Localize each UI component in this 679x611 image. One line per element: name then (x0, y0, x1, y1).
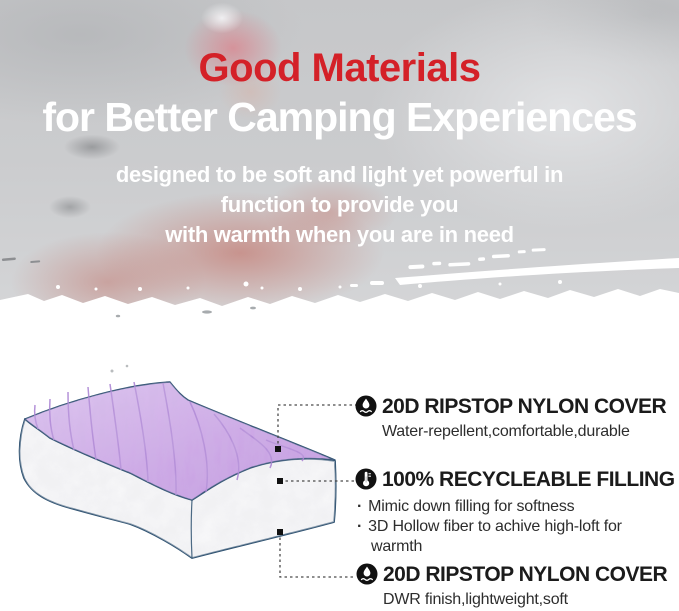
blanket-filling-face (18, 418, 337, 559)
connector-dots (275, 446, 283, 535)
bullet-marker: · (357, 518, 363, 535)
hero-description-line: function to provide you (220, 192, 459, 217)
hero-description: designed to be soft and light yet powerf… (0, 160, 679, 250)
snow-scene-photo (0, 0, 679, 350)
callout-detail: · Mimic down filling for softness (357, 498, 575, 515)
water-drop-icon (356, 563, 378, 585)
callout-title: 20D RIPSTOP NYLON COVER (382, 395, 667, 418)
connector-line (277, 404, 356, 449)
hero-title: Good Materials (198, 46, 481, 90)
thermometer-icon (355, 468, 377, 490)
connector-lines (277, 404, 356, 578)
callout-title: 20D RIPSTOP NYLON COVER (383, 563, 668, 586)
callout-detail: DWR finish,lightweight,soft (383, 591, 568, 608)
callout-detail: · 3D Hollow fiber to achive high-loft for… (357, 518, 622, 555)
blanket-top-fabric (24, 381, 336, 501)
bullet-marker: · (357, 498, 363, 515)
callout-detail-list: · Mimic down filling for softness · 3D Hol… (357, 497, 664, 557)
torn-paper-edge (0, 248, 679, 350)
hero-subtitle: for Better Camping Experiences (42, 94, 637, 140)
connector-line (279, 532, 354, 578)
hero-description-line: with warmth when you are in need (165, 222, 514, 247)
hero-description-line: designed to be soft and light yet powerf… (115, 162, 564, 187)
callout-title: 100% RECYCLEABLE FILLING (382, 468, 675, 491)
quilt-seams (33, 381, 305, 496)
callout-detail: Water-repellent,comfortable,durable (382, 423, 630, 440)
water-drop-icon (355, 395, 377, 417)
